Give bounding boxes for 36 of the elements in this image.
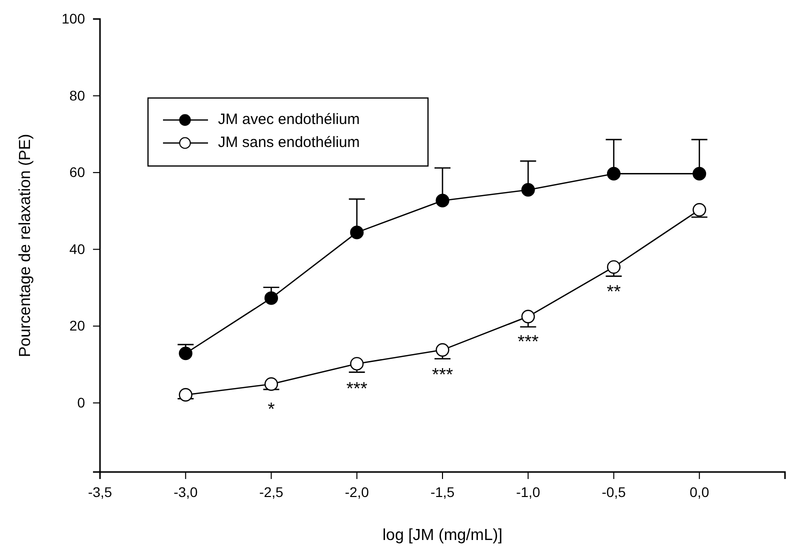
legend-label: JM avec endothélium — [218, 110, 360, 128]
annotation: ** — [606, 282, 621, 302]
legend-label: JM sans endothélium — [218, 134, 360, 151]
y-tick-label: 100 — [62, 10, 86, 26]
x-tick-label: -1,0 — [516, 484, 540, 500]
annotation: *** — [518, 331, 539, 352]
x-tick-label: -3,0 — [174, 484, 198, 500]
point — [692, 166, 706, 180]
x-tick-label: -3,5 — [88, 484, 112, 500]
point — [264, 377, 278, 391]
y-tick-label: 60 — [69, 164, 86, 180]
annotation: *** — [432, 364, 454, 385]
y-axis-title: Pourcentage de relaxation (PE) — [17, 134, 34, 358]
point — [606, 166, 621, 180]
x-tick-label: -0,5 — [602, 484, 626, 500]
point — [436, 343, 450, 357]
point — [350, 226, 364, 240]
y-tick-label: 20 — [69, 318, 86, 334]
point — [178, 388, 192, 402]
point — [436, 194, 450, 208]
point — [606, 260, 621, 274]
y-tick-label: 0 — [77, 394, 86, 410]
annotation: * — [268, 398, 275, 419]
y-tick-label: 40 — [69, 240, 86, 257]
x-tick-label: -2,5 — [259, 484, 284, 500]
point — [264, 291, 278, 305]
point — [692, 203, 706, 217]
y-tick-label: 80 — [69, 87, 86, 104]
point — [521, 310, 535, 324]
point — [350, 356, 364, 371]
x-tick-label: 0,0 — [690, 484, 710, 500]
annotation: *** — [346, 378, 368, 398]
x-tick-label: -1,5 — [430, 484, 455, 500]
x-axis-title: log [JM (mg/mL)] — [382, 527, 503, 544]
x-tick-label: -2,0 — [344, 484, 370, 500]
point — [521, 183, 535, 197]
